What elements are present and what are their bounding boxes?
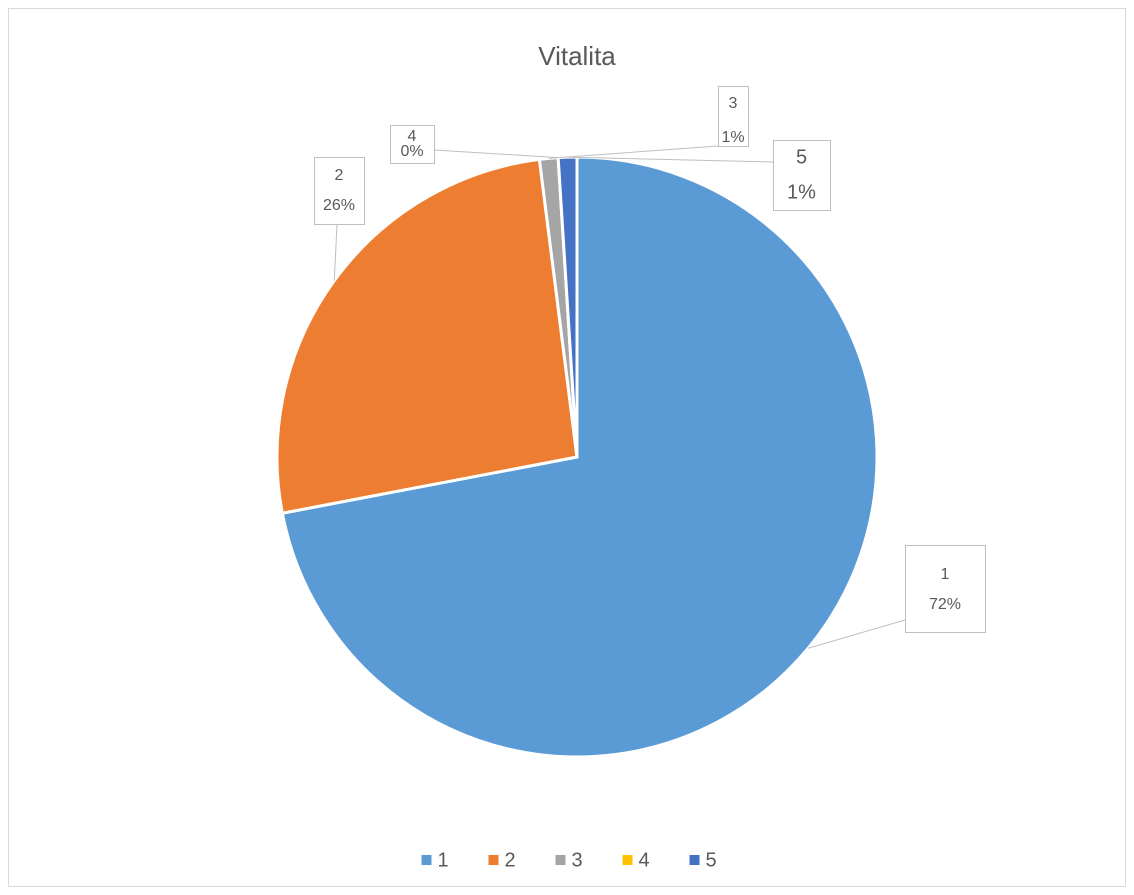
data-label-value: 26%: [323, 197, 355, 214]
data-label-box: [314, 157, 365, 225]
data-label-box: [905, 545, 986, 633]
leader-line: [548, 145, 719, 159]
pie-slice: [280, 155, 879, 759]
pie-slice: [275, 157, 579, 515]
legend-label: 2: [505, 849, 516, 871]
chart-title: Vitalita: [538, 41, 616, 71]
data-label-value: 1%: [721, 129, 744, 146]
data-label-box: [773, 140, 831, 211]
data-label-box: [390, 125, 435, 164]
leader-line: [433, 149, 559, 159]
data-label-box: [718, 86, 749, 147]
data-label-category: 4: [408, 128, 417, 145]
legend-label: 5: [706, 849, 717, 871]
data-label-category: 3: [729, 95, 738, 112]
data-label-category: 2: [335, 167, 344, 184]
data-label-value: 0%: [400, 143, 423, 160]
legend-label: 1: [438, 849, 449, 871]
legend-swatch: [555, 855, 566, 865]
data-label-value: 72%: [929, 596, 961, 613]
leader-line: [333, 223, 338, 281]
legend-swatch: [622, 855, 633, 865]
legend-swatch: [488, 855, 499, 865]
legend-label: 4: [639, 849, 650, 871]
leader-line: [808, 619, 906, 649]
data-label-category: 1: [941, 566, 950, 583]
legend-swatch: [421, 855, 432, 865]
data-label-category: 5: [796, 146, 807, 168]
legend-swatch: [689, 855, 700, 865]
leader-line: [567, 156, 774, 163]
data-label-value: 1%: [787, 181, 816, 203]
legend-label: 3: [572, 849, 583, 871]
